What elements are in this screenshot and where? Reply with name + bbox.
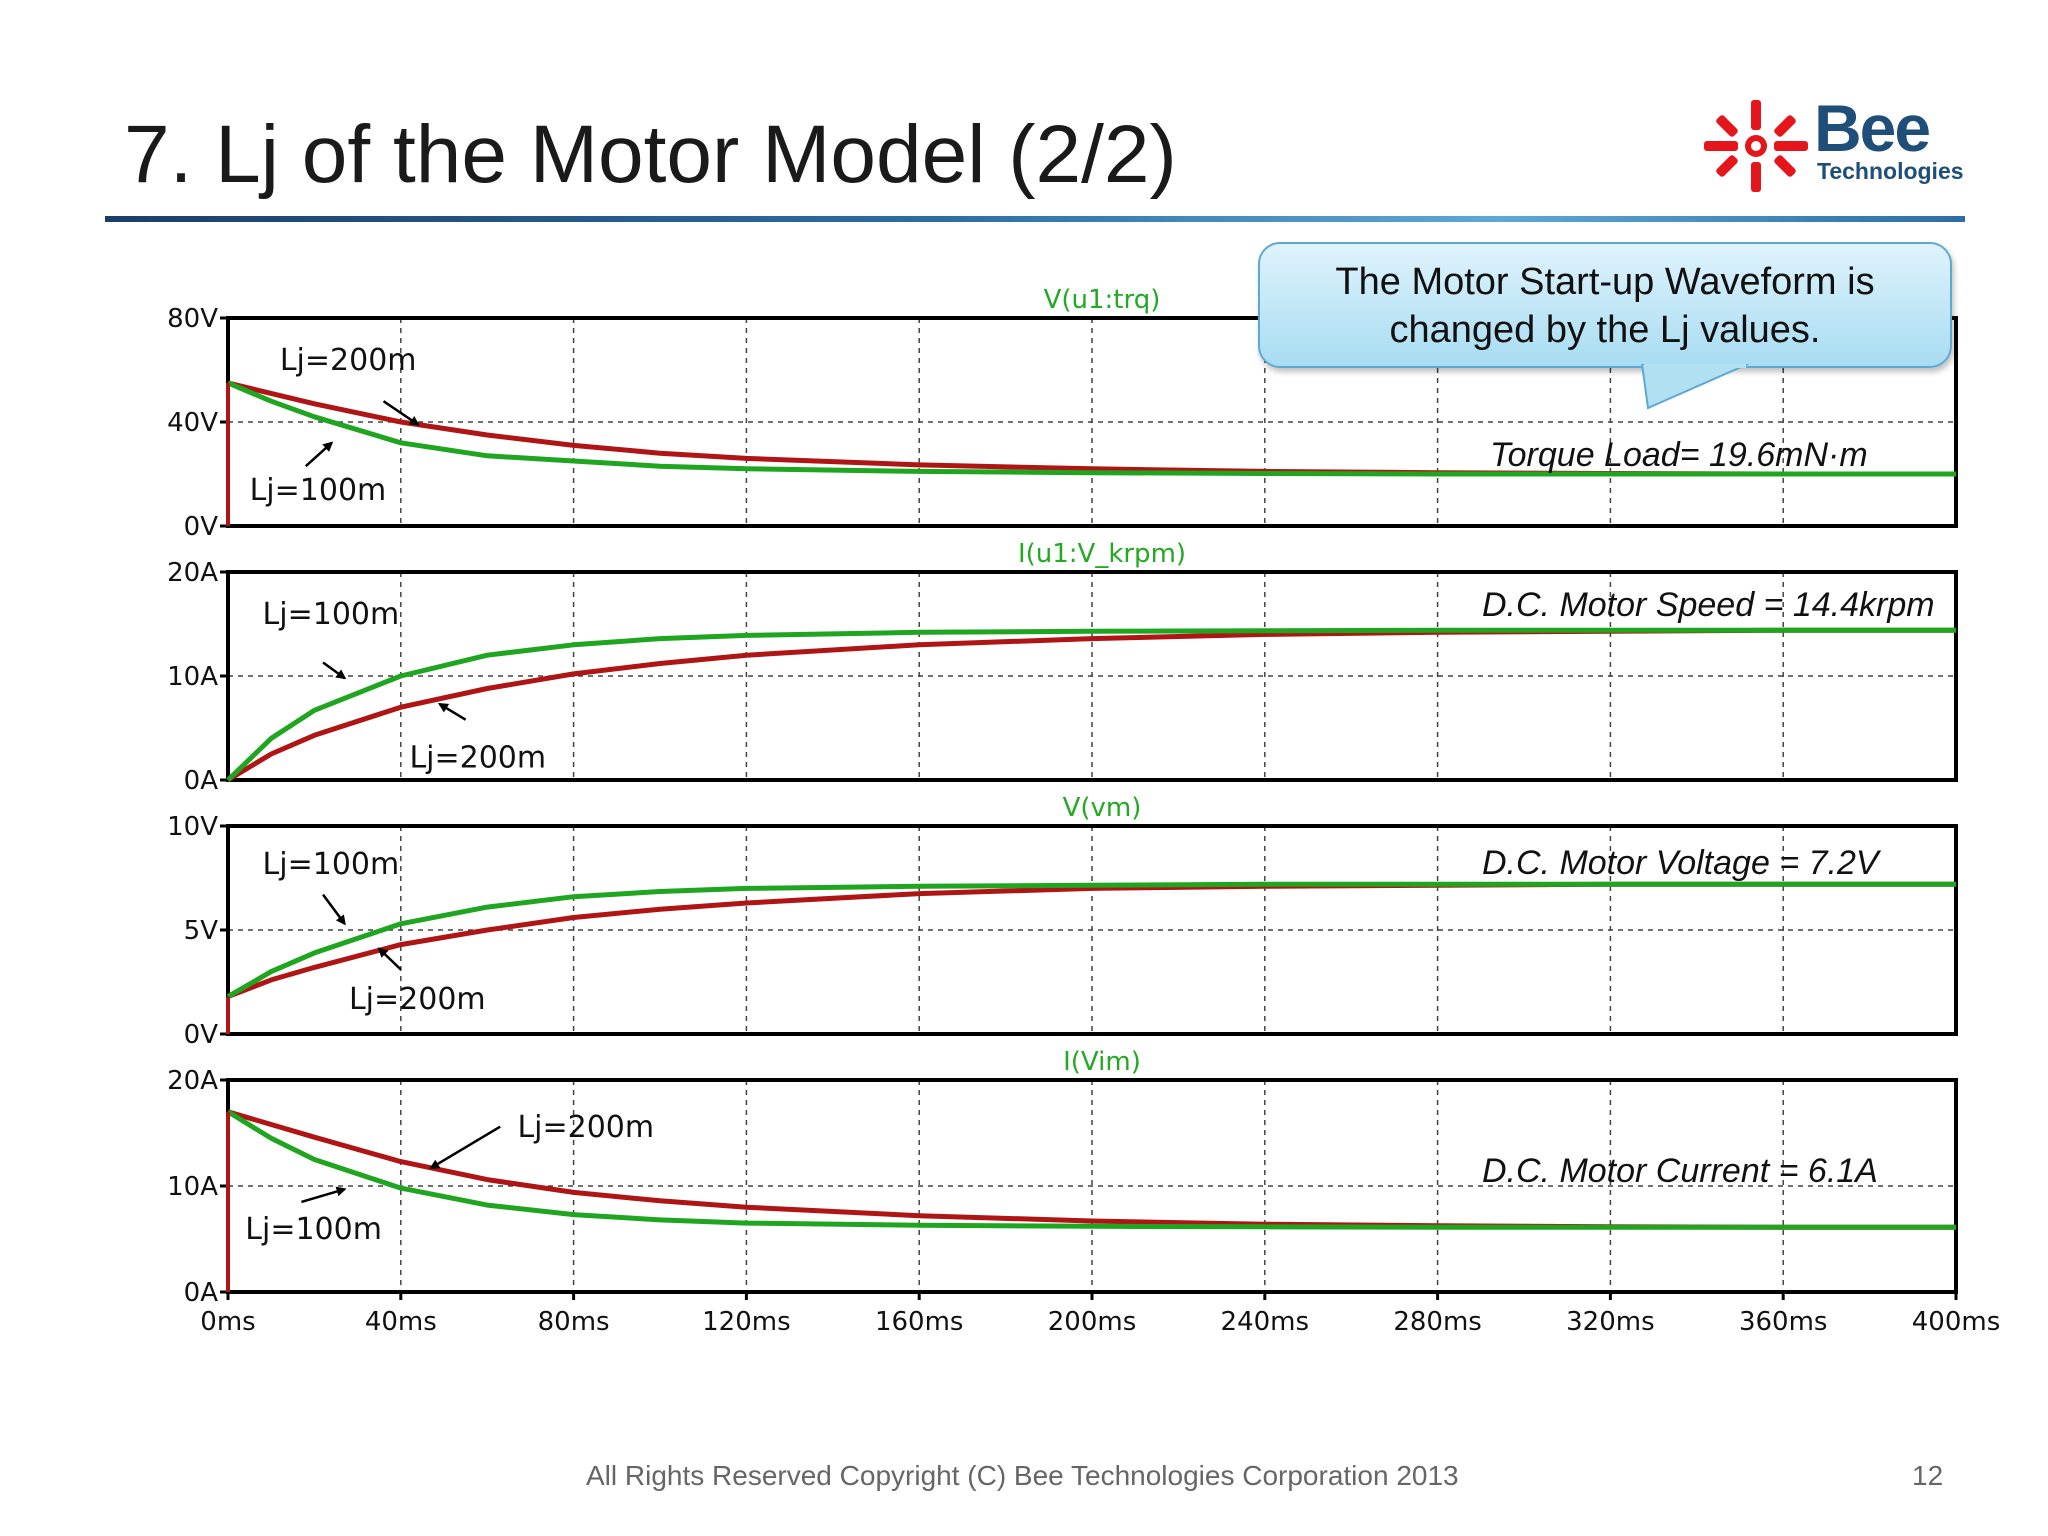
x-tick-label: 400ms [1912,1307,2001,1337]
y-tick-label: 0A [184,766,219,796]
x-axis: 0ms 40ms 80ms 120ms 160ms 200ms 240ms 280ms 320m… [200,1292,2000,1337]
lj-label: Lj=100m [263,597,400,632]
y-tick-label: 40V [167,408,218,438]
x-tick-label: 240ms [1221,1307,1310,1337]
callout-line-2: changed by the Lj values. [1389,309,1821,351]
y-tick-label: 10A [167,1172,218,1202]
series-line-lj100m [226,1109,1956,1230]
lj-arrow [304,441,334,468]
value-annotation: D.C. Motor Current = 6.1A [1482,1152,1878,1190]
callout-text: The Motor Start-up Waveform is changed b… [1260,258,1950,354]
trace-title: I(u1:V_krpm) [1018,539,1186,569]
title-underline [105,216,1965,222]
y-tick-label: 10V [167,812,218,842]
lj-label: Lj=200m [409,741,546,776]
bee-logo-icon [1704,100,1808,192]
lj-label: Lj=200m [280,343,417,378]
x-tick-label: 120ms [702,1307,791,1337]
x-tick-label: 80ms [538,1307,610,1337]
lj-arrow [382,400,420,426]
callout-line-1: The Motor Start-up Waveform is [1335,261,1875,303]
company-logo: Bee Technologies [1700,91,1970,196]
x-tick-label: 200ms [1048,1307,1137,1337]
lj-label: Lj=200m [349,982,486,1017]
plot-panel-3: 0V 5V 10V V(vm) Lj=100m Lj=200m D.C. Motor Vol… [167,793,1958,1050]
lj-label: Lj=100m [245,1212,382,1247]
lj-arrow [377,947,402,971]
lj-label: Lj=100m [250,473,387,508]
x-tick-label: 320ms [1566,1307,1655,1337]
logo-subtitle: Technologies [1817,158,1964,184]
lj-arrow [437,703,467,721]
y-tick-label: 0A [184,1278,219,1308]
trace-title: V(vm) [1063,793,1142,823]
x-tick-label: 280ms [1393,1307,1482,1337]
value-annotation: Torque Load= 19.6mN·m [1490,436,1868,474]
y-tick-label: 20A [167,1066,218,1096]
lj-arrow [429,1125,501,1170]
lj-arrow [322,661,347,680]
plot-panel-1: 0V 40V 80V V(u1:trq) Lj=200m Lj=100m Torque Lo… [167,285,1958,542]
callout-tail [1640,364,1749,410]
y-tick-label: 0V [184,512,219,542]
series-line-lj100m [226,627,1956,782]
series-line-lj100m [226,881,1956,999]
lj-arrow [322,893,346,926]
lj-label: Lj=100m [263,847,400,882]
trace-title: I(Vim) [1063,1047,1141,1077]
callout-box: The Motor Start-up Waveform is changed b… [1258,242,1952,368]
y-tick-label: 5V [184,916,219,946]
lj-label: Lj=200m [517,1110,654,1145]
y-tick-label: 0V [184,1020,219,1050]
y-tick-label: 80V [167,304,218,334]
waveform-chart: 0V 40V 80V V(u1:trq) Lj=200m Lj=100m Torque Lo… [167,285,2000,1337]
lj-arrow [301,1186,347,1204]
x-tick-label: 360ms [1739,1307,1828,1337]
value-annotation: D.C. Motor Voltage = 7.2V [1482,844,1882,882]
y-tick-label: 10A [167,662,218,692]
x-tick-label: 0ms [200,1307,255,1337]
value-annotation: D.C. Motor Speed = 14.4krpm [1482,586,1935,624]
y-tick-label: 20A [167,558,218,588]
slide-title: 7. Lj of the Motor Model (2/2) [124,109,1177,200]
page-number: 12 [1912,1460,1944,1491]
x-tick-label: 160ms [875,1307,964,1337]
copyright-footer: All Rights Reserved Copyright (C) Bee Te… [586,1460,1459,1491]
logo-wordmark: Bee [1814,91,1931,165]
x-tick-label: 40ms [365,1307,437,1337]
plot-panel-2: 0A 10A 20A I(u1:V_krpm) Lj=100m Lj=200m D.C. M… [167,539,1958,796]
plot-panel-4: 0A 10A 20A I(Vim) Lj=200m Lj=100m D.C. Motor C… [167,1047,1958,1308]
series-line-lj100m [227,380,1956,477]
trace-title: V(u1:trq) [1044,285,1161,315]
